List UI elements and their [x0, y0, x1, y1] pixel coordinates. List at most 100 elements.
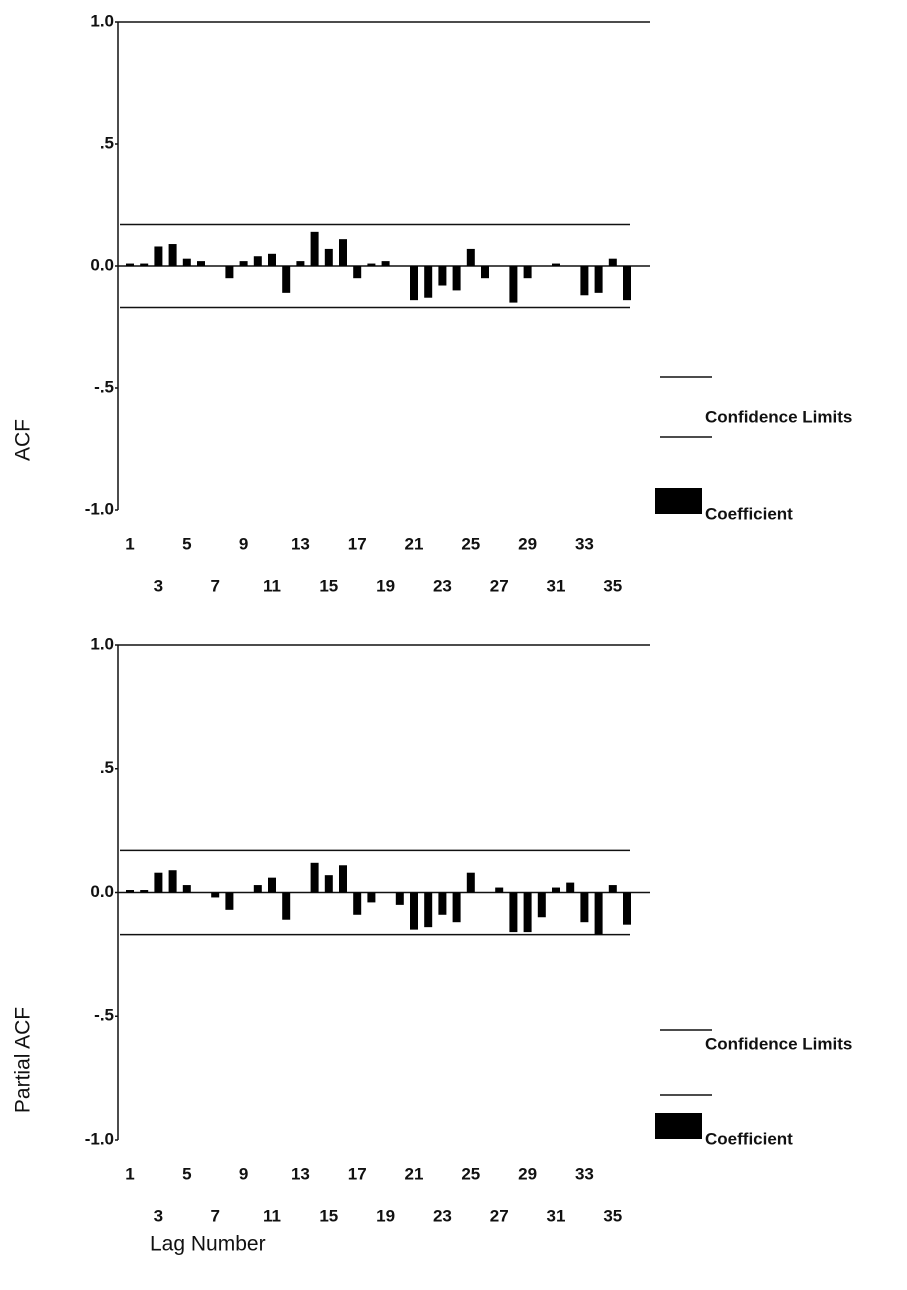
- x-tick-label: 35: [603, 1206, 622, 1225]
- bar: [324, 248, 333, 266]
- bar: [466, 872, 475, 893]
- x-tick-label: 9: [239, 1164, 248, 1183]
- x-tick-label: 19: [376, 1206, 395, 1225]
- x-tick-label: 21: [405, 534, 424, 553]
- x-tick-label: 13: [291, 1164, 310, 1183]
- bar: [154, 872, 163, 893]
- legend-label: Confidence Limits: [705, 407, 852, 426]
- bar: [523, 266, 532, 279]
- bar: [594, 892, 603, 935]
- bar: [126, 263, 134, 266]
- bar: [395, 892, 404, 905]
- bar: [310, 231, 319, 266]
- y-tick-label: -1.0: [85, 1129, 114, 1148]
- bar: [282, 266, 291, 293]
- bar: [438, 892, 447, 915]
- bar: [495, 887, 504, 893]
- bar: [282, 892, 291, 920]
- bar: [367, 263, 376, 266]
- x-tick-label: 15: [319, 1206, 338, 1225]
- y-tick-label: .5: [100, 133, 114, 152]
- x-tick-label: 29: [518, 1164, 537, 1183]
- bar: [452, 266, 461, 291]
- bar: [410, 892, 418, 930]
- bar: [466, 248, 475, 266]
- bar: [623, 892, 631, 925]
- bar: [253, 885, 262, 893]
- bar: [140, 890, 149, 893]
- bar: [239, 261, 248, 266]
- x-tick-label: 15: [319, 576, 338, 595]
- x-tick-label: 3: [154, 1206, 163, 1225]
- bar: [367, 892, 376, 903]
- bar: [552, 887, 560, 893]
- bar: [452, 892, 461, 923]
- x-tick-label: 21: [405, 1164, 424, 1183]
- bar: [296, 261, 305, 266]
- bar: [211, 892, 220, 898]
- bar: [268, 253, 276, 266]
- legend-swatch: [655, 488, 702, 514]
- x-tick-label: 29: [518, 534, 537, 553]
- x-tick-label: 33: [575, 534, 594, 553]
- bar: [424, 892, 433, 928]
- bar: [339, 865, 347, 893]
- bar: [623, 266, 631, 301]
- bar: [410, 266, 418, 301]
- bar: [481, 266, 489, 279]
- x-tick-label: 1: [125, 1164, 134, 1183]
- bar: [523, 892, 532, 933]
- y-tick-label: 1.0: [90, 11, 114, 30]
- bar: [537, 892, 546, 918]
- bar: [438, 266, 447, 286]
- x-tick-label: 27: [490, 1206, 509, 1225]
- y-axis-label: Partial ACF: [12, 1007, 35, 1113]
- x-tick-label: 17: [348, 1164, 367, 1183]
- x-tick-label: 7: [210, 1206, 219, 1225]
- bar: [140, 263, 149, 266]
- x-tick-label: 19: [376, 576, 395, 595]
- y-tick-label: .5: [100, 758, 114, 777]
- bar: [566, 882, 575, 893]
- bar: [509, 892, 518, 933]
- bar: [126, 890, 134, 893]
- y-tick-label: -.5: [94, 377, 114, 396]
- bar: [268, 877, 276, 893]
- bar: [339, 239, 347, 266]
- x-tick-label: 13: [291, 534, 310, 553]
- x-tick-label: 25: [461, 1164, 480, 1183]
- x-tick-label: 31: [547, 576, 566, 595]
- bar: [324, 875, 333, 893]
- bar: [353, 266, 362, 279]
- x-tick-label: 3: [154, 576, 163, 595]
- bar: [225, 892, 234, 910]
- x-tick-label: 9: [239, 534, 248, 553]
- bar: [197, 261, 205, 266]
- x-tick-label: 11: [263, 1206, 281, 1225]
- x-tick-label: 11: [263, 576, 281, 595]
- x-tick-label: 17: [348, 534, 367, 553]
- x-tick-label: 23: [433, 576, 452, 595]
- x-tick-label: 1: [125, 534, 134, 553]
- bar: [594, 266, 603, 293]
- bar: [608, 885, 617, 893]
- y-tick-label: -.5: [94, 1006, 114, 1025]
- bar: [310, 862, 319, 893]
- bar: [509, 266, 518, 303]
- bar: [168, 870, 177, 893]
- y-axis-label: ACF: [12, 419, 35, 461]
- bar: [580, 266, 589, 296]
- x-tick-label: 31: [547, 1206, 566, 1225]
- x-tick-label: 5: [182, 534, 191, 553]
- bar: [182, 885, 191, 893]
- y-tick-label: 0.0: [90, 882, 114, 901]
- x-tick-label: 7: [210, 576, 219, 595]
- y-tick-label: 1.0: [90, 634, 114, 653]
- x-tick-label: 23: [433, 1206, 452, 1225]
- x-tick-label: 35: [603, 576, 622, 595]
- y-tick-label: 0.0: [90, 255, 114, 274]
- x-tick-label: 27: [490, 576, 509, 595]
- x-tick-label: 5: [182, 1164, 191, 1183]
